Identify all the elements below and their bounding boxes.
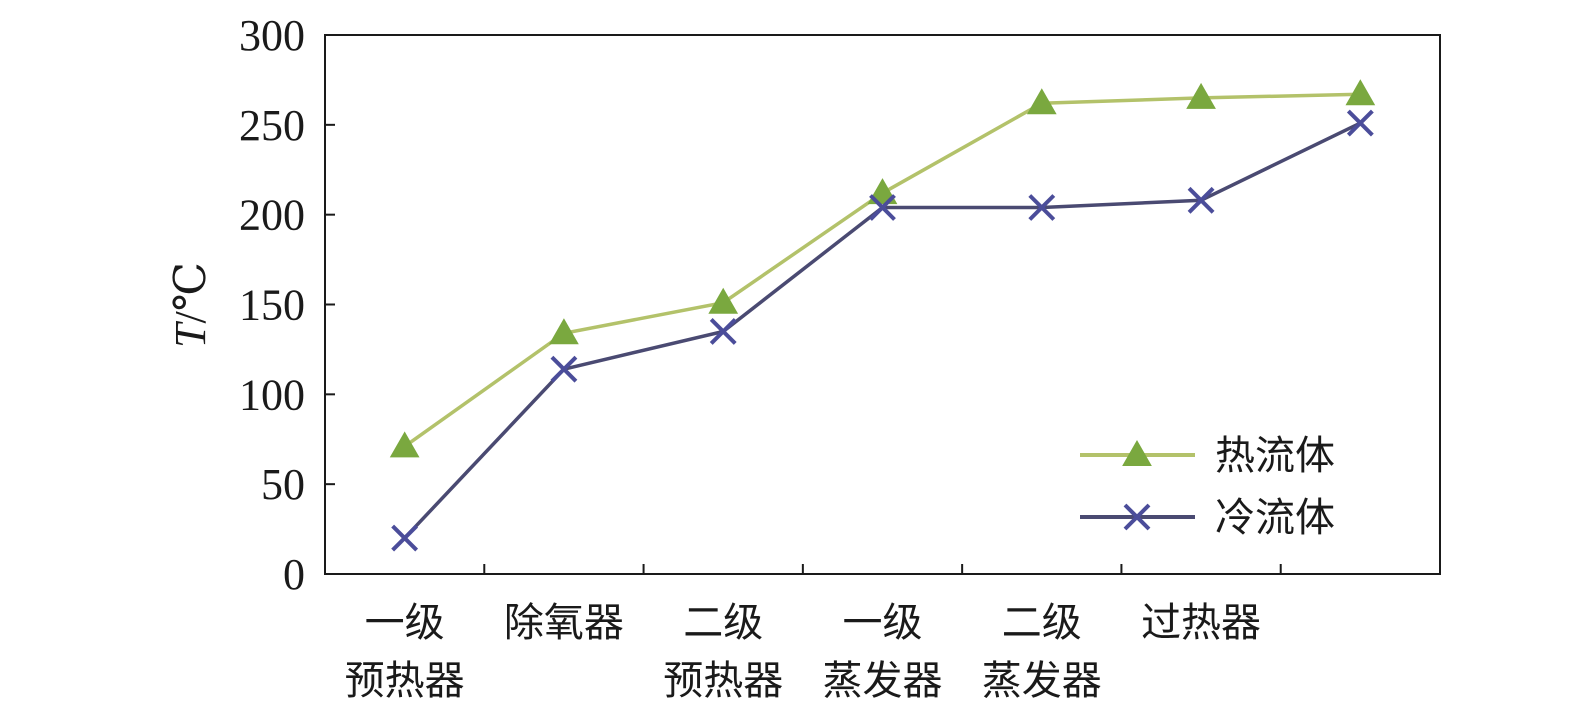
y-axis-label-symbol: T: [166, 320, 215, 348]
series-marker-triangle: [867, 178, 898, 205]
series-layer: [389, 79, 1376, 552]
series-marker-x: [709, 318, 737, 345]
legend-item: 热流体: [1080, 433, 1335, 479]
x-category-label: 预热器: [345, 658, 465, 704]
series-marker-triangle: [549, 318, 579, 345]
legend-label: 热流体: [1215, 433, 1335, 479]
x-category-label: 除氧器: [504, 600, 624, 646]
x-category-label: 二级: [683, 600, 763, 646]
x-category-label: 蒸发器: [982, 658, 1102, 704]
series-marker-x: [1123, 503, 1151, 531]
series-marker-x: [1028, 194, 1056, 221]
y-tick-label: 200: [239, 191, 305, 240]
y-tick-label: 250: [239, 101, 305, 150]
series-marker-triangle: [1345, 79, 1376, 106]
x-category-label: 预热器: [663, 658, 783, 704]
y-tick-label: 100: [239, 370, 305, 419]
series-marker-triangle: [1122, 439, 1152, 466]
x-category-label: 蒸发器: [823, 658, 943, 704]
legend-item: 冷流体: [1080, 495, 1335, 541]
series-marker-triangle: [708, 287, 739, 314]
x-category-label: 一级: [843, 600, 923, 646]
x-category-label: 过热器: [1141, 600, 1261, 646]
y-axis-label-unit: /℃: [166, 262, 215, 323]
y-tick-label: 150: [239, 281, 305, 330]
y-tick-label: 0: [283, 550, 305, 599]
series-marker-x: [550, 355, 578, 383]
y-tick-label: 50: [261, 460, 305, 509]
legend-label: 冷流体: [1215, 495, 1335, 541]
series-marker-triangle: [1186, 82, 1216, 109]
x-category-label: 二级: [1002, 600, 1082, 646]
series-marker-x: [1346, 109, 1374, 137]
series-cold-fluid: [391, 109, 1374, 552]
y-axis-label: T/℃: [166, 262, 215, 348]
plot-frame: [324, 34, 1441, 575]
series-hot-fluid: [389, 79, 1376, 458]
series-marker-x: [391, 524, 419, 552]
series-marker-x: [1187, 186, 1215, 214]
series-marker-triangle: [1026, 88, 1057, 115]
y-tick-label: 300: [239, 11, 305, 60]
series-marker-triangle: [389, 431, 420, 458]
x-category-label: 一级: [365, 600, 445, 646]
series-marker-x: [869, 194, 896, 221]
series-line: [403, 92, 1361, 448]
